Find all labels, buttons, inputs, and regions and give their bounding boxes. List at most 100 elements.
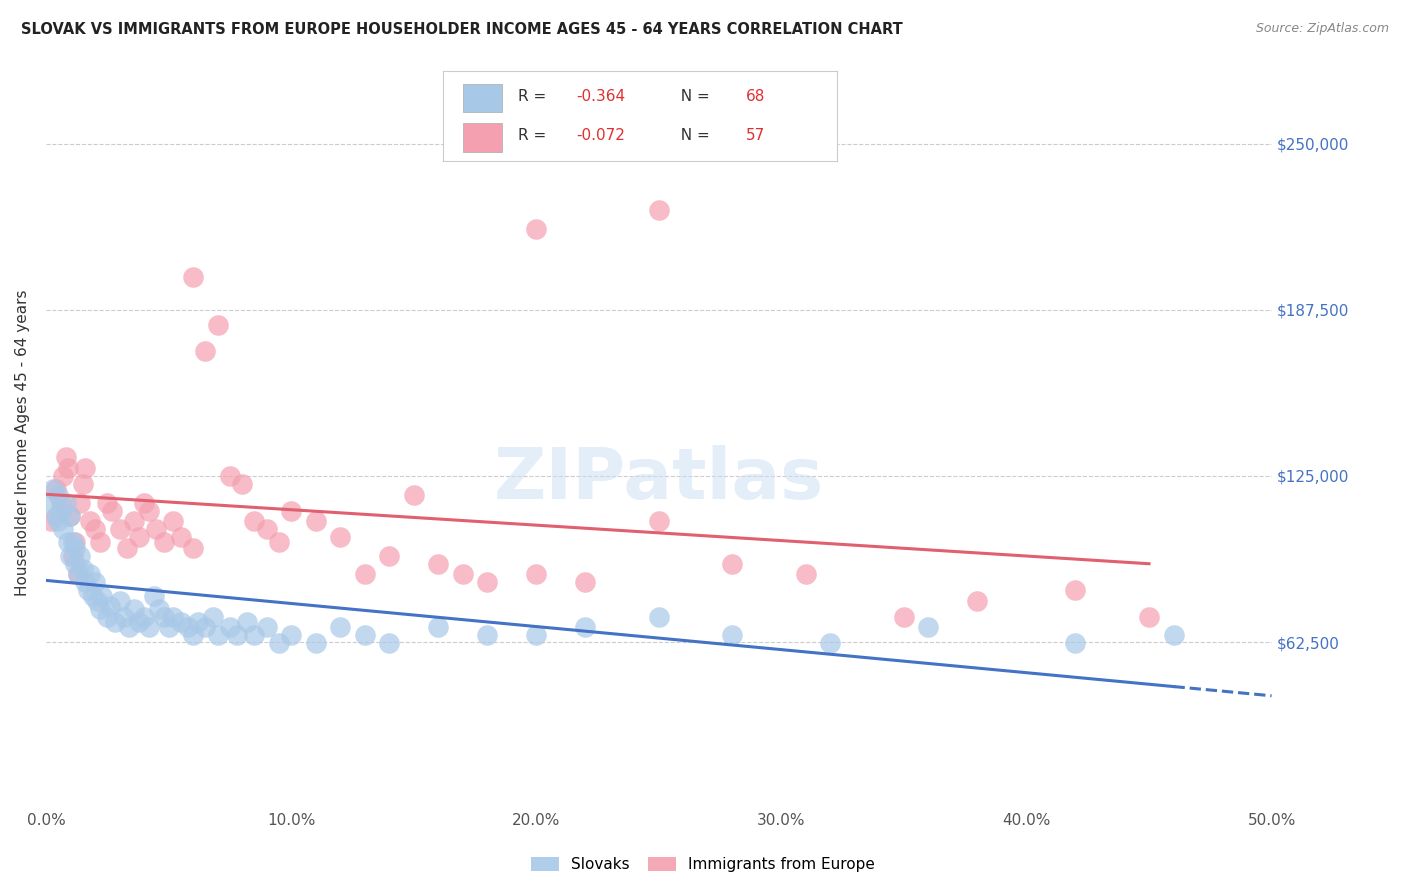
- Point: [329, 530, 352, 544]
- Point: [86, 594, 108, 608]
- Point: [226, 628, 249, 642]
- Point: [128, 530, 150, 544]
- Point: [118, 620, 141, 634]
- Point: [84, 575, 107, 590]
- Point: [89, 602, 111, 616]
- Point: [524, 628, 547, 642]
- Y-axis label: Householder Income Ages 45 - 64 years: Householder Income Ages 45 - 64 years: [15, 290, 30, 596]
- Point: [648, 514, 671, 528]
- Point: [79, 567, 101, 582]
- Point: [122, 514, 145, 528]
- Point: [1163, 628, 1185, 642]
- Text: R =: R =: [517, 89, 551, 103]
- Point: [55, 450, 77, 465]
- Point: [243, 628, 266, 642]
- Point: [76, 583, 98, 598]
- Point: [59, 508, 82, 523]
- Point: [427, 620, 450, 634]
- Point: [72, 477, 94, 491]
- Point: [55, 495, 77, 509]
- Point: [648, 203, 671, 218]
- Text: N =: N =: [671, 89, 714, 103]
- Point: [84, 522, 107, 536]
- Text: Source: ZipAtlas.com: Source: ZipAtlas.com: [1256, 22, 1389, 36]
- Point: [201, 609, 224, 624]
- Text: 68: 68: [747, 89, 765, 103]
- Point: [65, 557, 87, 571]
- Point: [79, 514, 101, 528]
- Point: [132, 609, 155, 624]
- Point: [966, 594, 988, 608]
- Point: [177, 620, 200, 634]
- Point: [59, 508, 82, 523]
- Point: [112, 609, 135, 624]
- Point: [256, 522, 278, 536]
- Point: [181, 269, 204, 284]
- Point: [62, 535, 84, 549]
- Point: [101, 503, 124, 517]
- Point: [152, 609, 174, 624]
- Point: [648, 609, 671, 624]
- Text: R =: R =: [517, 128, 551, 143]
- Point: [52, 522, 75, 536]
- Point: [194, 620, 217, 634]
- Point: [152, 535, 174, 549]
- Point: [62, 549, 84, 563]
- Point: [132, 495, 155, 509]
- Point: [46, 514, 69, 528]
- Point: [267, 636, 290, 650]
- Point: [138, 620, 160, 634]
- Point: [304, 636, 326, 650]
- Point: [524, 222, 547, 236]
- Point: [304, 514, 326, 528]
- Point: [353, 567, 375, 582]
- Point: [280, 503, 302, 517]
- Text: N =: N =: [671, 128, 714, 143]
- Point: [267, 535, 290, 549]
- FancyBboxPatch shape: [463, 123, 502, 152]
- Point: [187, 615, 209, 629]
- Point: [280, 628, 302, 642]
- Point: [98, 599, 121, 614]
- Point: [477, 575, 499, 590]
- Point: [115, 541, 138, 555]
- Point: [524, 567, 547, 582]
- Point: [69, 495, 91, 509]
- Point: [170, 530, 193, 544]
- Point: [157, 620, 180, 634]
- Legend: Slovaks, Immigrants from Europe: Slovaks, Immigrants from Europe: [523, 849, 883, 880]
- Point: [72, 562, 94, 576]
- Point: [49, 495, 72, 509]
- FancyBboxPatch shape: [463, 84, 502, 112]
- Point: [66, 567, 89, 582]
- Point: [56, 535, 79, 549]
- Point: [353, 628, 375, 642]
- Point: [181, 628, 204, 642]
- Point: [427, 557, 450, 571]
- Point: [207, 628, 229, 642]
- Point: [378, 549, 401, 563]
- Point: [329, 620, 352, 634]
- Point: [75, 461, 97, 475]
- Point: [218, 620, 240, 634]
- Point: [893, 609, 915, 624]
- Text: 57: 57: [747, 128, 765, 143]
- Point: [39, 514, 62, 528]
- Point: [45, 482, 67, 496]
- Point: [243, 514, 266, 528]
- Point: [49, 503, 72, 517]
- Point: [820, 636, 842, 650]
- Point: [794, 567, 817, 582]
- Point: [128, 615, 150, 629]
- Point: [108, 522, 131, 536]
- Point: [1064, 636, 1087, 650]
- Text: ZIPatlas: ZIPatlas: [494, 445, 824, 514]
- Point: [236, 615, 259, 629]
- Point: [1064, 583, 1087, 598]
- Point: [108, 594, 131, 608]
- Point: [378, 636, 401, 650]
- Point: [75, 575, 97, 590]
- Point: [162, 609, 184, 624]
- Point: [256, 620, 278, 634]
- Point: [218, 469, 240, 483]
